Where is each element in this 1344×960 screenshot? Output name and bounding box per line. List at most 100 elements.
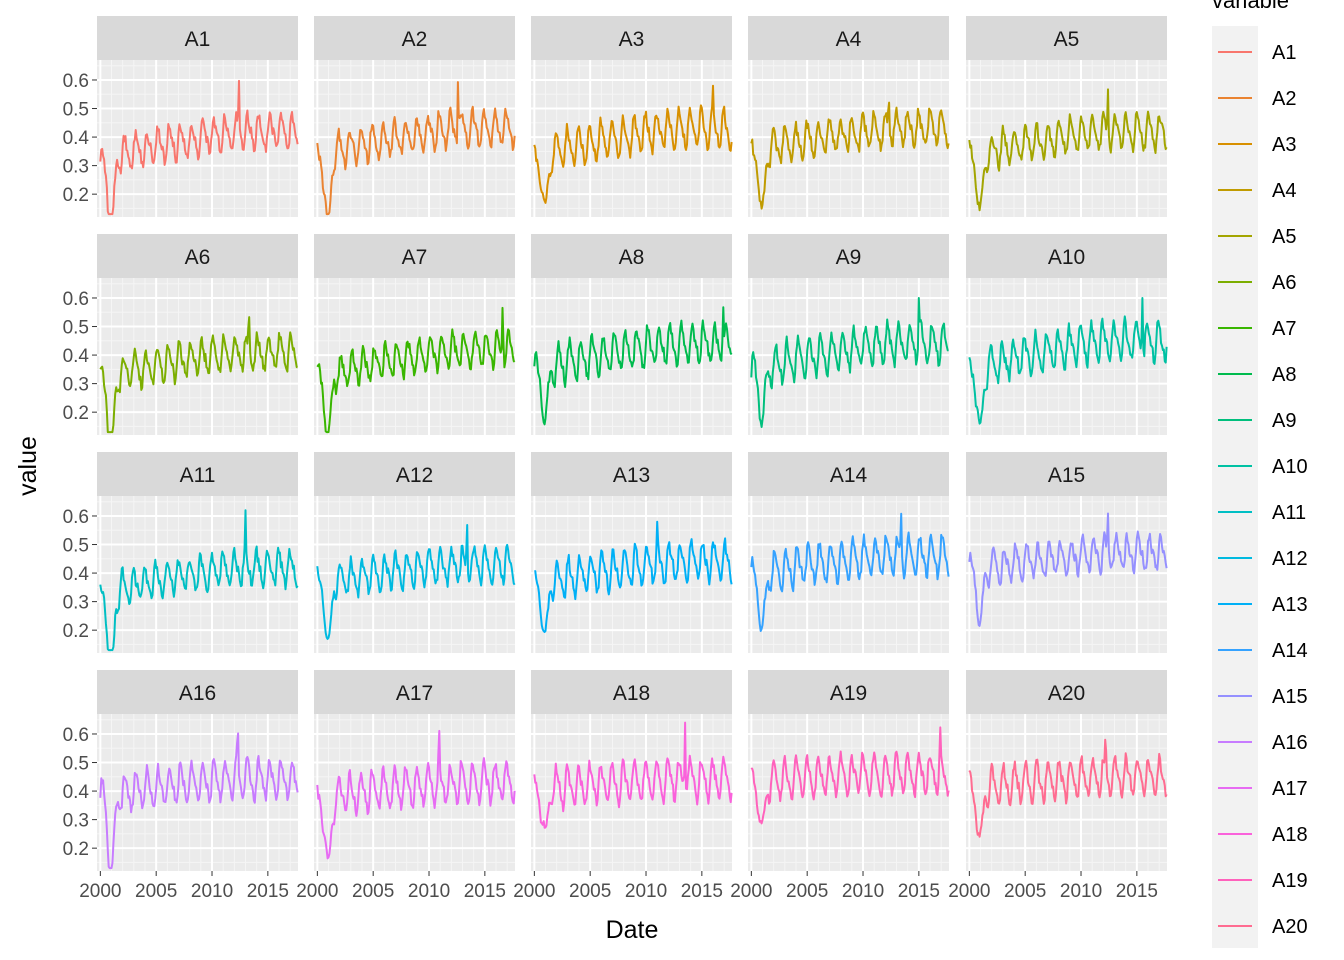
facet-strip — [314, 16, 515, 60]
facet-panel-a19: A19 — [748, 670, 950, 871]
facet-strip — [748, 16, 949, 60]
x-tick-label: 2015 — [247, 881, 289, 902]
x-axis-title: Date — [606, 916, 659, 944]
legend-label: A15 — [1272, 686, 1308, 708]
gridlines — [966, 60, 1167, 217]
facet-strip-label: A7 — [402, 246, 428, 269]
legend: variable A1A2A3A4A5A6A7A8A9A10A11A12A13A… — [1212, 0, 1308, 948]
y-tick-label: 0.4 — [63, 782, 90, 803]
facet-strip-label: A18 — [613, 682, 650, 705]
series-line-a3 — [533, 84, 733, 204]
facet-strip — [97, 670, 298, 714]
series-line-a12 — [316, 524, 516, 640]
facet-strip-label: A11 — [180, 464, 216, 487]
x-tick-label: 2010 — [842, 881, 884, 902]
facet-strip-label: A3 — [619, 28, 645, 51]
facet-strip-label: A16 — [179, 682, 216, 705]
legend-item-a19: A19 — [1213, 858, 1308, 902]
facet-strip-label: A2 — [402, 28, 428, 51]
gridlines — [531, 714, 732, 871]
facet-strip-label: A17 — [396, 682, 433, 705]
x-tick-label: 2015 — [1116, 881, 1158, 902]
facet-strip-label: A1 — [185, 28, 211, 51]
legend-label: A9 — [1272, 410, 1296, 432]
y-tick-label: 0.5 — [63, 536, 89, 557]
facet-strip — [97, 16, 298, 60]
legend-label: A10 — [1272, 456, 1308, 478]
legend-item-a6: A6 — [1213, 260, 1296, 304]
y-tick-label: 0.2 — [63, 403, 89, 424]
facet-panel-a8: A8 — [531, 234, 733, 435]
legend-item-a11: A11 — [1213, 490, 1306, 534]
facet-panel-a12: A12 — [314, 452, 516, 653]
series-line-a13 — [534, 520, 733, 633]
facet-strip-label: A4 — [836, 28, 862, 51]
x-tick-label: 2005 — [352, 881, 394, 902]
facet-strip — [748, 670, 949, 714]
facet-panel-a14: A14 — [748, 452, 950, 653]
legend-label: A13 — [1272, 594, 1308, 616]
series-line-a4 — [750, 101, 950, 210]
facet-strip-label: A10 — [1048, 246, 1085, 269]
y-tick-label: 0.5 — [63, 100, 89, 121]
series-line-a1 — [99, 79, 299, 216]
legend-label: A20 — [1272, 916, 1308, 938]
legend-item-a4: A4 — [1213, 168, 1296, 212]
facet-strip — [531, 234, 732, 278]
facet-strip-label: A5 — [1054, 28, 1080, 51]
facet-panel-a20: A20 — [966, 670, 1168, 871]
facet-panel-a13: A13 — [531, 452, 733, 653]
facet-strip-label: A14 — [830, 464, 868, 487]
legend-label: A6 — [1272, 272, 1296, 294]
facet-panels: A1 A2 A3 A4 A5 A6 A7 A8 A9 A10 A11 A12 A13 A14 A15 A16 A… — [97, 16, 1168, 871]
facet-strip — [314, 234, 515, 278]
legend-label: A1 — [1272, 42, 1296, 64]
y-tick-label: 0.5 — [63, 754, 89, 775]
y-tick-label: 0.2 — [63, 185, 89, 206]
legend-item-a15: A15 — [1213, 674, 1308, 718]
facet-strip-label: A15 — [1048, 464, 1085, 487]
legend-item-a7: A7 — [1213, 306, 1296, 350]
facet-strip — [314, 452, 515, 496]
facet-strip-label: A19 — [830, 682, 867, 705]
y-tick-label: 0.4 — [63, 346, 90, 367]
legend-label: A2 — [1272, 88, 1296, 110]
legend-item-a2: A2 — [1213, 76, 1296, 120]
x-tick-label: 2010 — [625, 881, 667, 902]
series-line-a7 — [316, 306, 516, 434]
y-tick-label: 0.6 — [63, 725, 89, 746]
gridlines — [748, 714, 949, 871]
x-tick-label: 2005 — [135, 881, 177, 902]
gridlines — [748, 278, 949, 435]
series-line-a16 — [99, 732, 299, 870]
gridlines — [97, 278, 298, 435]
facet-panel-a9: A9 — [748, 234, 949, 435]
x-tick-label: 2005 — [1004, 881, 1046, 902]
facet-strip — [97, 452, 298, 496]
y-tick-label: 0.4 — [63, 128, 90, 149]
facet-strip-label: A6 — [185, 246, 211, 269]
legend-item-a12: A12 — [1213, 536, 1308, 580]
legend-label: A12 — [1272, 548, 1308, 570]
facet-strip-label: A8 — [619, 246, 645, 269]
facet-panel-a3: A3 — [531, 16, 733, 217]
facet-panel-a2: A2 — [314, 16, 516, 217]
series-line-a10 — [968, 297, 1168, 425]
facet-strip-label: A9 — [836, 246, 862, 269]
x-tick-label: 2000 — [730, 881, 772, 902]
legend-item-a20: A20 — [1213, 904, 1308, 948]
series-line-a5 — [968, 88, 1168, 212]
x-tick-label: 2000 — [79, 881, 121, 902]
y-tick-label: 0.3 — [63, 375, 89, 396]
series-line-a8 — [533, 306, 733, 426]
legend-label: A7 — [1272, 318, 1296, 340]
legend-item-a14: A14 — [1213, 628, 1308, 672]
facet-strip — [531, 670, 732, 714]
legend-item-a8: A8 — [1213, 352, 1296, 396]
facet-panel-a7: A7 — [314, 234, 516, 435]
x-tick-label: 2010 — [1060, 881, 1102, 902]
facet-strip — [748, 234, 949, 278]
gridlines — [531, 496, 732, 653]
facet-strip — [966, 16, 1167, 60]
facet-panel-a10: A10 — [966, 234, 1168, 435]
